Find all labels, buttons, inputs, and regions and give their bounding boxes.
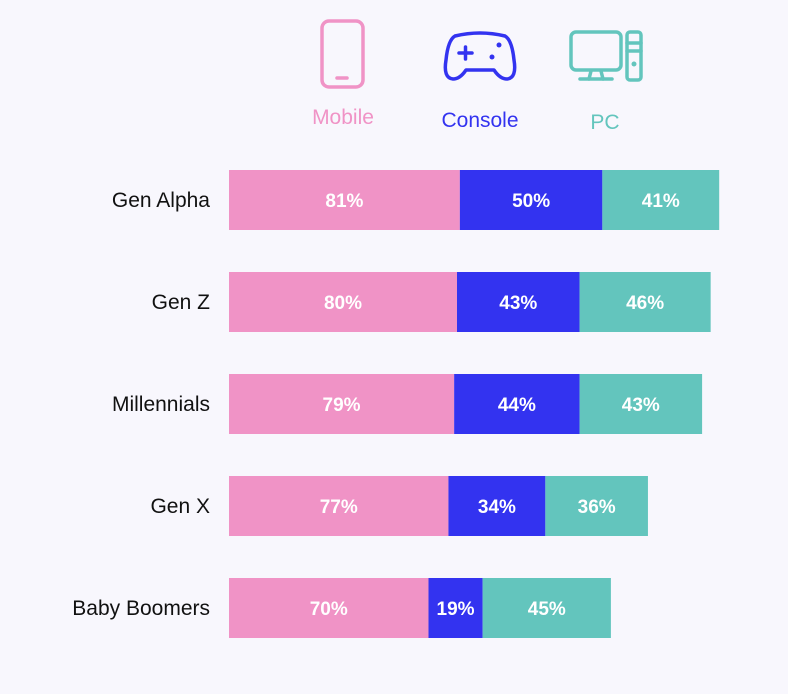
gamepad-button-icon <box>496 42 502 48</box>
desktop-computer-icon <box>569 30 643 82</box>
bar-segment-mobile <box>229 272 457 332</box>
bar-segment-console <box>459 170 603 230</box>
bar-segment-mobile <box>229 170 460 230</box>
bar-segment-mobile <box>229 578 429 638</box>
legend-label-mobile: Mobile <box>312 106 374 129</box>
data-label: 44% <box>498 395 536 416</box>
data-label: 45% <box>528 599 566 620</box>
bar-segment-pc <box>579 272 711 332</box>
data-label: 80% <box>324 293 362 314</box>
bar-segment-pc <box>602 170 720 230</box>
legend-label-pc: PC <box>590 111 619 134</box>
bars: Gen Alpha 81% 50% 41% Gen Z 80% 43% 46% Millenni… <box>72 170 720 638</box>
data-label: 43% <box>499 293 537 314</box>
data-label: 46% <box>626 293 664 314</box>
bar-segment-console <box>457 272 580 332</box>
bar-segment-mobile <box>229 374 455 434</box>
category-label: Gen Alpha <box>112 189 210 212</box>
gamepad-button-icon <box>489 54 495 60</box>
bar-segment-console <box>448 476 546 536</box>
data-label: 79% <box>323 395 361 416</box>
data-label: 19% <box>437 599 475 620</box>
data-label: 36% <box>578 497 616 518</box>
legend: Mobile Console PC <box>312 19 643 134</box>
data-label: 77% <box>320 497 358 518</box>
gamepad-icon <box>443 31 517 81</box>
data-label: 70% <box>310 599 348 620</box>
data-label: 41% <box>642 191 680 212</box>
data-label: 34% <box>478 497 516 518</box>
bar-segment-pc <box>482 578 611 638</box>
data-label: 43% <box>622 395 660 416</box>
category-label: Gen Z <box>152 291 211 314</box>
bar-segment-console <box>428 578 483 638</box>
category-label: Baby Boomers <box>72 597 210 620</box>
data-label: 81% <box>325 191 363 212</box>
bar-segment-console <box>454 374 580 434</box>
category-label: Gen X <box>150 495 210 518</box>
bar-segment-mobile <box>229 476 449 536</box>
data-label: 50% <box>512 191 550 212</box>
bar-segment-pc <box>545 476 648 536</box>
pc-tower-led-icon <box>631 61 637 67</box>
bar-segment-pc <box>579 374 703 434</box>
mobile-phone-icon <box>320 19 365 89</box>
category-label: Millennials <box>112 393 210 416</box>
legend-label-console: Console <box>441 109 518 132</box>
